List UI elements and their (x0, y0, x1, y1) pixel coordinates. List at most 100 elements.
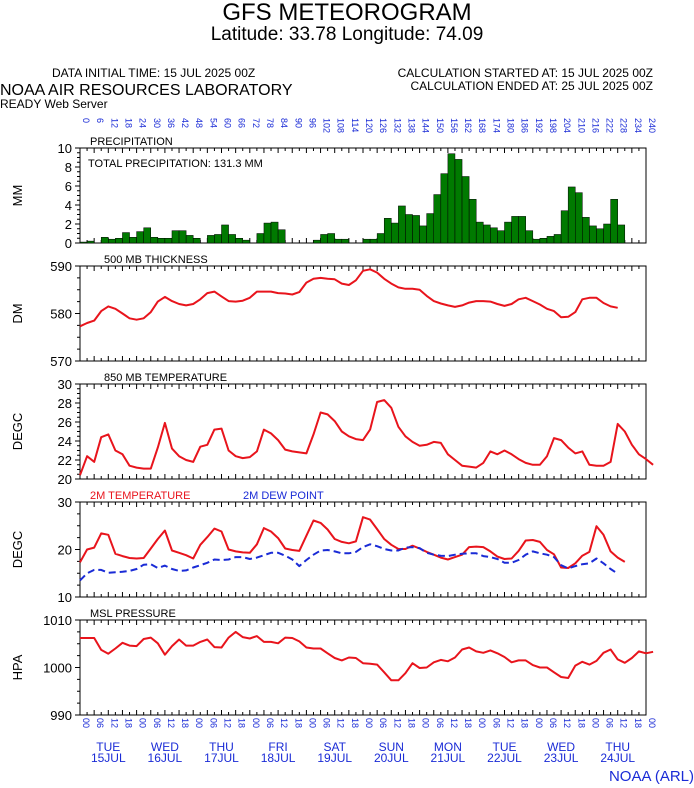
hour-tick-label: 12 (109, 118, 119, 128)
day-of-week-label: THU (605, 740, 630, 754)
precip-bar (143, 227, 152, 244)
hour-tick-label: 216 (590, 118, 600, 133)
precip-bar (171, 230, 180, 244)
utc-tick-label: 18 (576, 718, 586, 728)
precip-bar (525, 230, 534, 244)
precip-bar (391, 222, 399, 244)
hour-tick-label: 84 (279, 118, 289, 128)
legend-entry-temperature: 2M TEMPERATURE (90, 490, 190, 502)
hour-tick-label: 72 (251, 118, 261, 128)
y-tick-label: 22 (58, 453, 72, 468)
hour-tick-label: 222 (605, 118, 615, 133)
precip-bar (490, 227, 498, 244)
hour-tick-label: 78 (265, 118, 275, 128)
y-tick-label: 4 (65, 198, 72, 213)
page-title: GFS METEOROGRAM (222, 0, 472, 26)
precip-bar (178, 230, 187, 244)
hour-tick-label: 90 (293, 118, 303, 128)
panel-title: 850 MB TEMPERATURE (104, 372, 227, 384)
precip-bar (150, 237, 159, 244)
precip-bar (454, 159, 463, 244)
precip-bar (617, 224, 626, 244)
utc-tick-label: 00 (307, 718, 317, 728)
hour-tick-label: 60 (223, 118, 233, 128)
day-of-week-label: FRI (268, 740, 287, 754)
hour-tick-label: 126 (378, 118, 388, 133)
chart-panel-3: 10 20 30 DEGC 2M TEMPERATURE 2M DEW POINT (10, 490, 647, 605)
hour-tick-label: 66 (237, 118, 247, 128)
y-tick-label: 6 (65, 179, 72, 194)
panel-title: PRECIPITATION (90, 136, 173, 148)
precip-bar (86, 240, 95, 244)
hour-tick-label: 234 (633, 118, 643, 133)
precip-bar (497, 230, 505, 244)
hour-tick-label: 228 (619, 118, 629, 133)
precip-bar (207, 235, 215, 244)
data-initial-time: DATA INITIAL TIME: 15 JUL 2025 00Z (52, 66, 256, 80)
y-axis-label: DM (10, 303, 25, 323)
hour-tick-label: 108 (336, 118, 346, 133)
precip-bar (79, 241, 88, 244)
precip-bar (518, 216, 526, 244)
y-tick-label: 28 (58, 396, 72, 411)
utc-tick-label: 12 (279, 718, 289, 728)
chart-panel-1: 570 580 590 DM 500 MB THICKNESS (10, 254, 647, 369)
day-of-week-label: WED (151, 740, 179, 754)
precip-bar (256, 233, 265, 244)
precip-bar (164, 238, 173, 244)
hour-tick-label: 168 (477, 118, 487, 133)
precip-bar (277, 229, 286, 244)
y-tick-label: 8 (65, 160, 72, 175)
precip-bar (129, 237, 137, 244)
utc-tick-label: 00 (251, 718, 261, 728)
y-tick-label: 26 (58, 415, 72, 430)
utc-tick-label: 12 (562, 718, 572, 728)
date-label: 20JUL (374, 751, 409, 765)
precip-bar (567, 186, 576, 244)
chart-panel-4: 990 1000 1010 HPA MSL PRESSURE (10, 608, 654, 723)
precip-bar (242, 239, 251, 244)
precip-bar (376, 233, 385, 244)
precip-bar (511, 216, 519, 244)
precip-bar (263, 222, 272, 244)
date-label: 16JUL (148, 751, 183, 765)
utc-tick-label: 06 (548, 718, 558, 728)
hour-tick-label: 6 (95, 118, 105, 123)
credit-label: NOAA (ARL) (608, 768, 694, 785)
precip-bar (475, 221, 484, 244)
hour-tick-label: 150 (435, 118, 445, 133)
precip-bar (235, 238, 243, 244)
precip-bar (362, 238, 371, 244)
y-tick-label: 24 (58, 434, 72, 449)
precip-bar (341, 238, 350, 244)
precip-bar (369, 238, 378, 244)
precip-bar (483, 224, 491, 244)
precip-bar (610, 199, 618, 244)
utc-tick-label: 06 (152, 718, 162, 728)
hour-tick-label: 144 (421, 118, 431, 133)
utc-tick-label: 18 (633, 718, 643, 728)
hour-tick-label: 0 (81, 118, 91, 123)
hour-tick-label: 132 (392, 118, 402, 133)
precip-bar (546, 236, 555, 244)
precip-bar (553, 234, 562, 244)
y-tick-label: 1010 (43, 613, 72, 628)
precip-bar (405, 214, 413, 244)
hour-tick-label: 96 (307, 118, 317, 128)
utc-tick-label: 18 (350, 718, 360, 728)
precip-bar (603, 223, 611, 244)
day-of-week-label: THU (209, 740, 234, 754)
date-label: 22JUL (487, 751, 522, 765)
hour-tick-label: 240 (647, 118, 657, 133)
lab-name: NOAA AIR RESOURCES LABORATORY (0, 82, 293, 99)
date-label: 18JUL (261, 751, 296, 765)
utc-tick-label: 00 (477, 718, 487, 728)
utc-tick-label: 12 (619, 718, 629, 728)
y-axis-label: DEGC (10, 413, 25, 451)
precip-bar (398, 205, 406, 244)
precip-bar (461, 176, 470, 244)
day-of-week-label: TUE (493, 740, 517, 754)
day-of-week-label: WED (547, 740, 575, 754)
precip-bar (419, 225, 427, 244)
utc-tick-label: 12 (392, 718, 402, 728)
